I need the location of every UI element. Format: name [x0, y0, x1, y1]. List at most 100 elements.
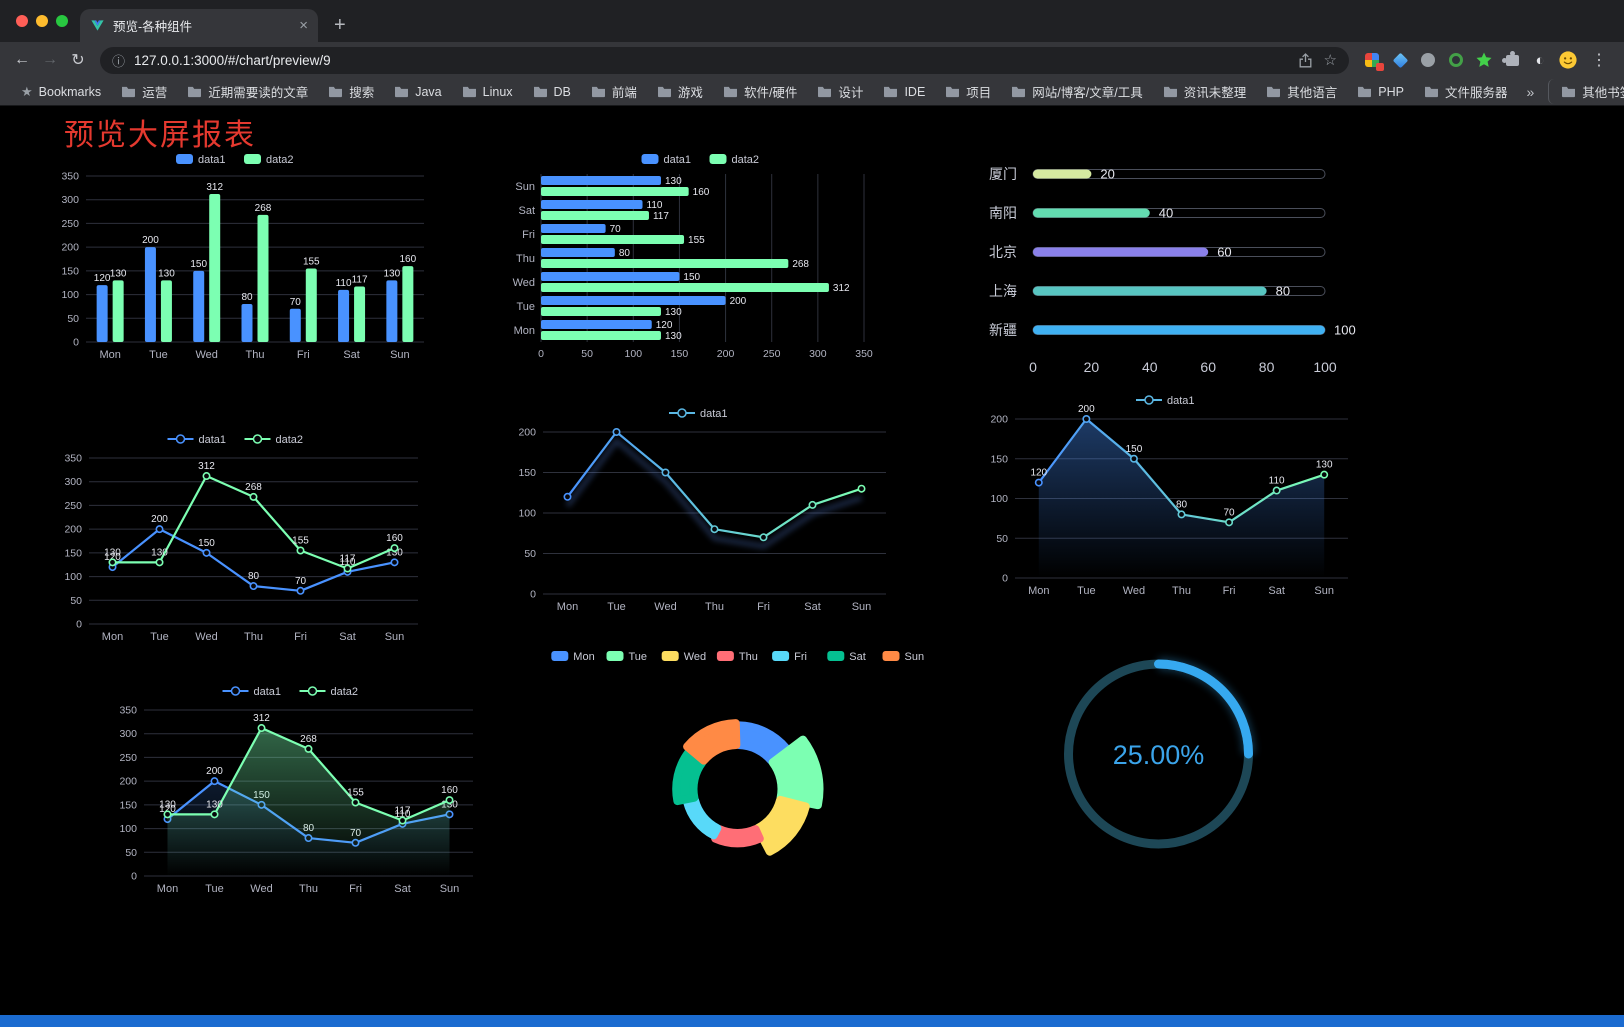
url-text[interactable]: 127.0.0.1:3000/#/chart/preview/9 [134, 52, 331, 68]
svg-text:250: 250 [763, 348, 781, 360]
window-close-button[interactable] [16, 15, 28, 27]
chart-canvas: 25.00% [1064, 657, 1255, 849]
new-tab-button[interactable]: + [334, 14, 346, 36]
legend-item[interactable]: data1 [641, 154, 692, 166]
bookmark-folder[interactable]: 网站/博客/文章/工具 [1002, 79, 1151, 104]
bookmark-item-bookmarks[interactable]: ★ Bookmarks [12, 82, 110, 102]
svg-text:Fri: Fri [294, 631, 307, 643]
bookmark-label: 文件服务器 [1444, 86, 1508, 100]
legend-item[interactable]: data1 [1136, 395, 1195, 407]
forward-button[interactable]: → [42, 51, 58, 68]
svg-text:50: 50 [996, 533, 1008, 545]
bookmark-folder[interactable]: 项目 [936, 79, 1000, 104]
svg-text:Fri: Fri [794, 651, 807, 663]
bookmark-folder[interactable]: 软件/硬件 [714, 79, 806, 104]
bookmark-folder[interactable]: 文件服务器 [1415, 79, 1517, 104]
chart-progress-list: 厦门 20 南阳 40 北京 60 上海 80 新疆 100 0 20 40 60 80 100 [985, 150, 1360, 390]
svg-text:130: 130 [158, 268, 175, 279]
bookmark-folder[interactable]: 运营 [112, 79, 176, 104]
legend-item[interactable]: data2 [299, 686, 359, 698]
svg-text:data1: data1 [198, 154, 226, 166]
svg-text:120: 120 [656, 320, 673, 331]
bookmark-label: Linux [482, 84, 513, 99]
svg-text:350: 350 [855, 348, 873, 360]
svg-text:130: 130 [665, 176, 682, 187]
address-bar[interactable]: ⓘ 127.0.0.1:3000/#/chart/preview/9 ☆ [100, 46, 1349, 74]
legend-item[interactable]: data1 [222, 686, 282, 698]
back-button[interactable]: ← [14, 51, 30, 68]
svg-text:130: 130 [665, 307, 682, 318]
legend-item[interactable]: Sat [827, 651, 866, 663]
extension-gem-icon[interactable] [1391, 51, 1409, 69]
legend-item[interactable]: Tue [606, 651, 648, 663]
share-icon[interactable] [1299, 52, 1312, 68]
svg-text:130: 130 [386, 547, 403, 558]
tab-title: 预览-各种组件 [113, 20, 193, 34]
svg-text:300: 300 [61, 194, 79, 206]
svg-text:100: 100 [625, 348, 643, 360]
bookmark-folder[interactable]: Java [385, 82, 450, 102]
legend-item[interactable]: data2 [709, 154, 760, 166]
legend-item[interactable]: Fri [772, 651, 807, 663]
svg-text:268: 268 [255, 203, 272, 214]
svg-text:Mon: Mon [514, 325, 535, 337]
tab-close-icon[interactable]: × [299, 17, 308, 34]
bookmark-folder[interactable]: 资讯未整理 [1154, 79, 1256, 104]
svg-text:Sat: Sat [849, 651, 866, 663]
bookmark-label: 近期需要读的文章 [208, 86, 309, 100]
browser-tab[interactable]: 预览-各种组件 × [80, 9, 318, 42]
bookmark-folder[interactable]: 设计 [808, 79, 872, 104]
browser-menu-icon[interactable]: ⋮ [1591, 52, 1608, 69]
bookmark-star-icon[interactable]: ☆ [1323, 51, 1337, 69]
svg-text:130: 130 [159, 799, 176, 810]
legend-item[interactable]: data1 [167, 434, 227, 446]
bookmark-folder[interactable]: PHP [1348, 82, 1413, 102]
svg-text:Mon: Mon [573, 651, 594, 663]
svg-text:Sun: Sun [385, 631, 405, 643]
svg-text:Wed: Wed [513, 277, 535, 289]
extension-star-icon[interactable] [1475, 51, 1493, 69]
other-bookmarks-button[interactable]: 其他书签 [1548, 79, 1624, 104]
svg-text:data2: data2 [732, 154, 760, 166]
legend-item[interactable]: data1 [669, 408, 728, 420]
svg-text:312: 312 [833, 283, 850, 294]
legend-item[interactable]: Sun [882, 651, 925, 663]
legend-item[interactable]: Mon [551, 651, 595, 663]
svg-text:25.00%: 25.00% [1113, 740, 1205, 770]
bookmark-folder[interactable]: 前端 [582, 79, 646, 104]
legend-item[interactable]: Thu [716, 651, 758, 663]
svg-text:50: 50 [524, 548, 536, 560]
extension-circle-icon[interactable] [1419, 51, 1437, 69]
profile-avatar[interactable] [1559, 51, 1577, 69]
legend-item[interactable]: data2 [244, 434, 304, 446]
bookmark-folder[interactable]: 游戏 [648, 79, 712, 104]
svg-text:150: 150 [683, 272, 700, 283]
site-info-icon[interactable]: ⓘ [112, 53, 126, 69]
dark-mode-icon[interactable]: ◐ [1535, 51, 1545, 69]
svg-text:150: 150 [518, 467, 536, 479]
svg-text:data1: data1 [199, 434, 227, 446]
page-content: 预览大屏报表 data1 data2 0 50 100 150 200 250 300 350 Mo… [0, 106, 1624, 1027]
other-bookmarks-label: 其他书签 [1582, 86, 1624, 100]
bookmark-folder[interactable]: 其他语言 [1257, 79, 1346, 104]
extension-puzzle-icon[interactable] [1501, 50, 1521, 69]
window-minimize-button[interactable] [36, 15, 48, 27]
bookmarks-overflow-icon[interactable]: » [1526, 83, 1535, 100]
svg-text:80: 80 [619, 248, 631, 259]
reload-button[interactable]: ↻ [71, 52, 85, 69]
legend-item[interactable]: data1 [176, 154, 226, 166]
bookmark-folder[interactable]: Linux [453, 82, 522, 102]
bookmark-folder[interactable]: IDE [874, 82, 934, 102]
extension-ring-icon[interactable] [1447, 51, 1465, 69]
svg-text:155: 155 [292, 535, 309, 546]
bookmark-folder[interactable]: 搜索 [319, 79, 383, 104]
rose-slice [753, 795, 810, 856]
legend-item[interactable]: data2 [244, 154, 294, 166]
bookmark-label: DB [553, 84, 571, 99]
bookmark-folder[interactable]: DB [524, 82, 580, 102]
bookmark-folder[interactable]: 近期需要读的文章 [178, 79, 317, 104]
chart-gradient-line: data1 0 50 100 150 200 Mon Tue Wed Thu Fri Sat Sun [503, 402, 898, 625]
extension-grid-icon[interactable] [1363, 51, 1384, 71]
window-zoom-button[interactable] [56, 15, 68, 27]
legend-item[interactable]: Wed [661, 651, 706, 663]
